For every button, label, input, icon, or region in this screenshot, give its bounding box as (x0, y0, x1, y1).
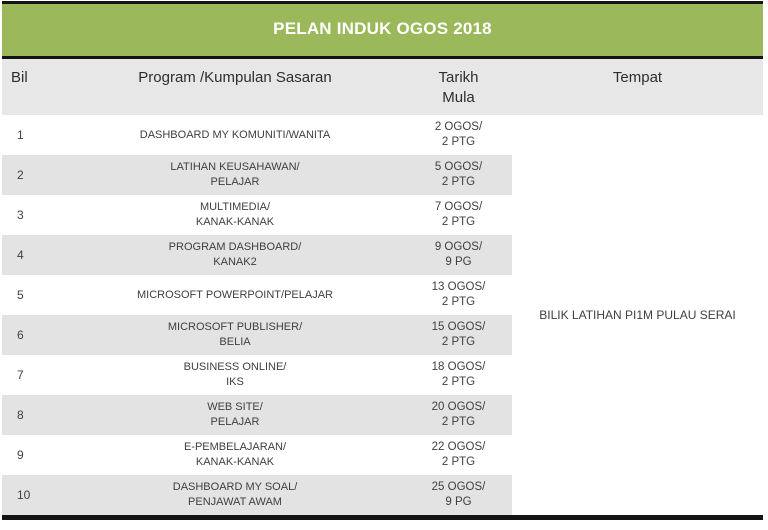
bil-cell: 5 (17, 288, 24, 302)
program-cell: MULTIMEDIA/ KANAK-KANAK (195, 201, 275, 228)
tarikh-cell: 15 OGOS/ 2 PTG (431, 321, 486, 348)
program-cell: MICROSOFT PUBLISHER/ BELIA (167, 321, 303, 348)
tarikh-cell: 22 OGOS/ 2 PTG (431, 441, 486, 468)
table-row: 10 DASHBOARD MY SOAL/ PENJAWAT AWAM 25 OGO… (2, 475, 512, 515)
table-bottom-border (2, 515, 763, 520)
table-row: 3 MULTIMEDIA/ KANAK-KANAK 7 OGOS/ 2 PTG (2, 195, 512, 235)
table-body-rows: 1 DASHBOARD MY KOMUNITI/WANITA 2 OGOS/ 2 P… (2, 115, 512, 515)
tempat-value: BILIK LATIHAN PI1M PULAU SERAI (539, 308, 736, 322)
tarikh-cell: 18 OGOS/ 2 PTG (431, 361, 486, 388)
program-cell: BUSINESS ONLINE/ IKS (183, 361, 287, 388)
tempat-merged-cell: BILIK LATIHAN PI1M PULAU SERAI (512, 115, 763, 515)
program-cell: WEB SITE/ PELAJAR (207, 401, 263, 428)
tarikh-cell: 9 OGOS/ 9 PG (434, 241, 483, 268)
tarikh-cell: 5 OGOS/ 2 PTG (434, 161, 483, 188)
column-header-tempat: Tempat (612, 69, 663, 86)
program-cell: E-PEMBELAJARAN/ KANAK-KANAK (183, 441, 287, 468)
table-header-row: Bil Program /Kumpulan Sasaran Tarikh Mul… (2, 59, 763, 115)
page-title: PELAN INDUK OGOS 2018 (273, 19, 492, 38)
bil-cell: 2 (17, 168, 24, 182)
table-row: 9 E-PEMBELAJARAN/ KANAK-KANAK 22 OGOS/ 2 P… (2, 435, 512, 475)
program-cell: LATIHAN KEUSAHAWAN/ PELAJAR (170, 161, 300, 188)
table-row: 7 BUSINESS ONLINE/ IKS 18 OGOS/ 2 PTG (2, 355, 512, 395)
program-cell: DASHBOARD MY SOAL/ PENJAWAT AWAM (172, 481, 298, 508)
program-cell: PROGRAM DASHBOARD/ KANAK2 (168, 241, 302, 268)
bil-cell: 9 (17, 448, 24, 462)
title-banner: PELAN INDUK OGOS 2018 (2, 1, 763, 56)
column-header-program: Program /Kumpulan Sasaran (138, 69, 332, 86)
bil-cell: 6 (17, 328, 24, 342)
bil-cell: 3 (17, 208, 24, 222)
bil-cell: 10 (17, 488, 31, 502)
banner-divider (2, 56, 763, 59)
bil-cell: 8 (17, 408, 24, 422)
column-header-tarikh-mula: Tarikh Mula (438, 69, 479, 106)
table-row: 6 MICROSOFT PUBLISHER/ BELIA 15 OGOS/ 2 PT… (2, 315, 512, 355)
bil-cell: 4 (17, 248, 24, 262)
bil-cell: 1 (17, 128, 24, 142)
tarikh-cell: 13 OGOS/ 2 PTG (431, 281, 486, 308)
table-row: 2 LATIHAN KEUSAHAWAN/ PELAJAR 5 OGOS/ 2 PT… (2, 155, 512, 195)
table-row: 8 WEB SITE/ PELAJAR 20 OGOS/ 2 PTG (2, 395, 512, 435)
tarikh-cell: 20 OGOS/ 2 PTG (431, 401, 486, 428)
table-row: 5 MICROSOFT POWERPOINT/PELAJAR 13 OGOS/ 2 … (2, 275, 512, 315)
program-cell: MICROSOFT POWERPOINT/PELAJAR (137, 288, 333, 301)
program-cell: DASHBOARD MY KOMUNITI/WANITA (139, 128, 331, 141)
tarikh-cell: 2 OGOS/ 2 PTG (434, 121, 483, 148)
table-row: 4 PROGRAM DASHBOARD/ KANAK2 9 OGOS/ 9 PG (2, 235, 512, 275)
schedule-table: PELAN INDUK OGOS 2018 Bil Program /Kumpu… (2, 1, 763, 520)
bil-cell: 7 (17, 368, 24, 382)
column-header-bil: Bil (11, 69, 28, 86)
tarikh-cell: 25 OGOS/ 9 PG (431, 481, 486, 508)
table-row: 1 DASHBOARD MY KOMUNITI/WANITA 2 OGOS/ 2 P… (2, 115, 512, 155)
tarikh-cell: 7 OGOS/ 2 PTG (434, 201, 483, 228)
table-body: 1 DASHBOARD MY KOMUNITI/WANITA 2 OGOS/ 2 P… (2, 115, 763, 515)
